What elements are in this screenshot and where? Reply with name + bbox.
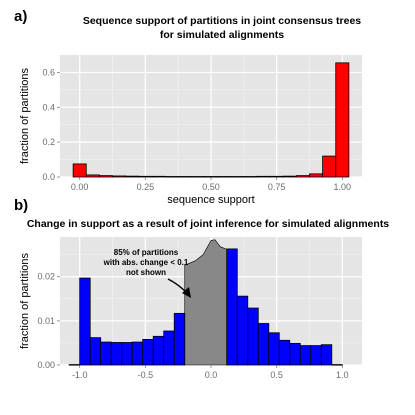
x-tick-label: 0.0 <box>205 370 218 380</box>
annotation-text-line: 85% of partitions <box>114 248 179 257</box>
histogram-bar <box>269 175 284 178</box>
x-tick-label: 0.5 <box>270 370 283 380</box>
panel-a-chart: 0.00 0.25 0.50 0.75 1.00 0.0 0.2 0.4 0.6 sequence… <box>19 55 362 206</box>
x-tick-label: 0.00 <box>71 182 89 192</box>
histogram-bar <box>226 248 238 366</box>
histogram-bar <box>190 176 205 178</box>
histogram-bar <box>335 62 350 178</box>
y-tick-label: 0.0 <box>42 172 55 182</box>
histogram-bar <box>322 155 337 178</box>
y-tick-label: 0.6 <box>42 67 55 77</box>
histogram-bar <box>152 335 165 366</box>
y-tick-label: 0.00 <box>37 360 55 370</box>
histogram-bar <box>309 173 324 178</box>
histogram-bar <box>85 174 100 178</box>
histogram-bar <box>289 342 301 366</box>
panel-a-title-line2: for simulated alignments <box>160 29 284 41</box>
histogram-bar <box>100 341 112 366</box>
x-tick-label: -1.0 <box>72 370 88 380</box>
x-tick-label: 0.25 <box>137 182 155 192</box>
histogram-bar <box>142 338 154 366</box>
annotation-text-line: not shown <box>126 268 166 277</box>
y-tick-label: 0.4 <box>42 102 55 112</box>
histogram-bar <box>247 307 259 366</box>
histogram-bar <box>79 277 91 366</box>
histogram-bar <box>72 163 87 178</box>
histogram-bar <box>217 176 232 178</box>
histogram-bar <box>138 175 153 178</box>
histogram-bar <box>164 176 179 178</box>
panel-b-letter: b) <box>14 197 28 214</box>
y-tick-label: 0.02 <box>37 272 55 282</box>
panel-b-title: Change in support as a result of joint i… <box>27 218 389 230</box>
histogram-bar <box>110 342 123 366</box>
histogram-bar <box>151 175 166 178</box>
x-axis-label: sequence support <box>167 194 254 206</box>
histogram-bar <box>295 175 310 178</box>
x-tick-label: 0.50 <box>202 182 220 192</box>
y-tick-label: 0.01 <box>37 316 55 326</box>
histogram-bar <box>204 176 218 178</box>
histogram-bar <box>121 342 133 366</box>
histogram-bar <box>268 332 280 366</box>
histogram-bar <box>331 364 343 366</box>
histogram-bar <box>310 345 322 366</box>
panel-b-chart: -1.0 -0.5 0.0 0.5 1.0 0.00 0.01 0.02 fraction of… <box>19 237 362 380</box>
histogram-bar <box>112 175 127 178</box>
histogram-bar <box>131 341 144 366</box>
y-axis-label: fraction of partitions <box>19 253 31 349</box>
annotation-text-line: with abs. change < 0.1 <box>103 258 189 267</box>
histogram-bar <box>243 176 258 178</box>
histogram-bar <box>173 312 186 366</box>
histogram-bar <box>98 175 113 178</box>
histogram-bar <box>299 345 312 366</box>
y-axis-label: fraction of partitions <box>19 68 31 164</box>
annotation-arrowhead <box>182 287 191 298</box>
histogram-bar <box>282 175 297 178</box>
histogram-bar <box>230 176 245 178</box>
x-tick-label: -0.5 <box>138 370 154 380</box>
histogram-bar <box>68 364 81 366</box>
histogram-bar <box>177 176 192 178</box>
histogram-bar <box>320 344 333 366</box>
x-tick-label: 1.0 <box>336 370 349 380</box>
histogram-bar <box>256 175 271 178</box>
panel-a-title-line1: Sequence support of partitions in joint … <box>83 15 361 27</box>
x-tick-label: 0.75 <box>268 182 286 192</box>
panel-a-letter: a) <box>14 8 27 25</box>
y-tick-label: 0.2 <box>42 137 55 147</box>
histogram-bar <box>257 323 270 366</box>
x-tick-label: 1.00 <box>334 182 352 192</box>
histogram-bar <box>89 337 102 366</box>
histogram-bar <box>163 330 175 366</box>
histogram-bar <box>278 339 291 366</box>
histogram-bar <box>236 295 249 366</box>
histogram-bar <box>125 175 140 178</box>
